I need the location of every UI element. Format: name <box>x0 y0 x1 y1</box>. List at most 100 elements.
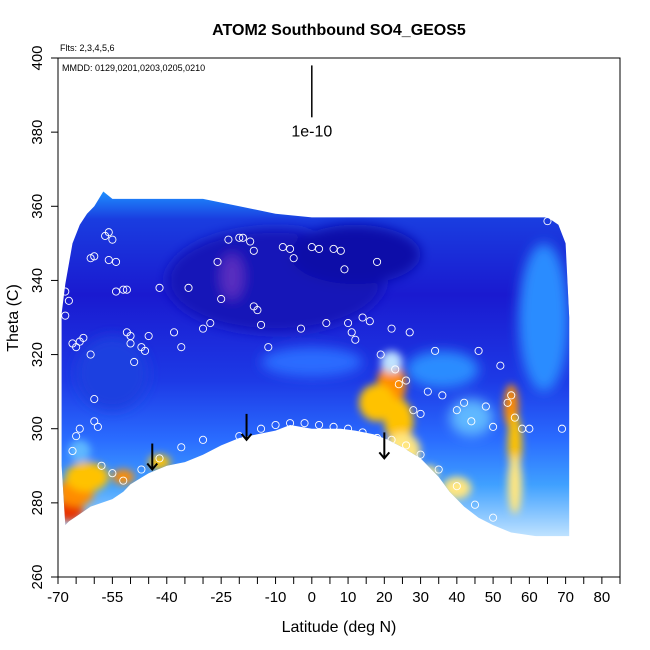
data-point <box>235 233 244 242</box>
blue-feature <box>518 243 570 392</box>
x-tick-label: 70 <box>557 589 574 606</box>
data-point <box>525 424 534 433</box>
y-tick-label: 340 <box>29 268 46 293</box>
y-tick-label: 280 <box>29 490 46 515</box>
data-point <box>97 461 106 470</box>
y-axis: 260 280 300 320 340 360 380 400 <box>29 45 58 590</box>
data-point <box>256 424 266 433</box>
data-point <box>249 246 258 255</box>
data-point <box>431 346 440 355</box>
warm-feature <box>384 399 414 444</box>
data-point <box>72 343 81 352</box>
y-tick-label: 300 <box>29 416 46 441</box>
scale-bar: 1e-10 <box>291 65 332 140</box>
y-tick-label: 360 <box>29 194 46 219</box>
blue-feature-layer <box>76 224 570 437</box>
warm-feature <box>65 462 109 492</box>
data-point <box>184 283 193 292</box>
warm-feature <box>380 350 403 374</box>
data-point <box>543 217 552 226</box>
data-point <box>344 424 353 433</box>
blue-feature <box>261 347 363 377</box>
x-tick-label: 40 <box>448 589 465 606</box>
data-point <box>434 465 443 474</box>
data-point <box>75 424 84 433</box>
data-point <box>198 435 208 444</box>
data-point <box>108 235 117 244</box>
data-point <box>467 417 476 426</box>
data-point <box>423 387 432 396</box>
data-point <box>351 335 360 344</box>
data-point <box>93 422 102 431</box>
data-point <box>405 328 414 337</box>
x-tick-label: -10 <box>265 589 287 606</box>
x-axis: -70 -55 -40 -25 -10 0 10 20 30 40 50 60 70 80 <box>47 577 621 606</box>
dates-annotation: MMDD: 0129,0201,0203,0205,0210 <box>62 63 205 73</box>
flights-annotation: Flts: 2,3,4,5,6 <box>60 43 115 53</box>
data-point <box>416 450 425 459</box>
data-point <box>177 443 186 452</box>
warm-feature <box>442 476 472 500</box>
data-point <box>489 513 498 522</box>
data-point <box>296 324 305 333</box>
data-point <box>470 500 480 509</box>
blue-feature <box>221 254 243 299</box>
data-point <box>286 419 295 428</box>
blue-feature <box>290 224 421 285</box>
data-point <box>452 406 461 415</box>
data-point <box>315 420 324 430</box>
data-point <box>122 285 131 294</box>
x-tick-label: 50 <box>485 589 502 606</box>
data-point <box>452 482 461 491</box>
arrow-head <box>378 451 391 460</box>
data-point <box>140 346 150 355</box>
x-axis-label: Latitude (deg N) <box>282 619 397 636</box>
data-point <box>391 365 400 374</box>
data-point <box>86 350 95 359</box>
data-point <box>481 402 490 411</box>
data-point <box>126 339 135 348</box>
chart-title: ATOM2 Southbound SO4_GEOS5 <box>212 22 466 39</box>
data-point <box>90 417 99 426</box>
data-point <box>315 244 324 253</box>
data-point <box>358 313 367 322</box>
data-point <box>402 376 411 385</box>
data-point <box>322 319 331 328</box>
warm-feature <box>68 439 91 463</box>
x-tick-label: 60 <box>521 589 538 606</box>
data-point <box>394 380 403 389</box>
x-tick-label: -40 <box>156 589 178 606</box>
arrow-markers <box>146 413 391 472</box>
data-point <box>130 357 139 367</box>
data-point <box>253 306 262 315</box>
data-point <box>119 285 128 294</box>
data-point <box>510 413 519 422</box>
scale-bar-label: 1e-10 <box>291 123 332 140</box>
x-tick-label: 80 <box>594 589 611 606</box>
data-point <box>264 343 273 352</box>
data-point <box>503 398 512 407</box>
data-point <box>329 244 338 253</box>
data-point <box>557 424 567 433</box>
plot-frame <box>57 57 621 578</box>
data-point <box>347 328 356 337</box>
data-point <box>365 317 374 326</box>
arrow-head <box>146 462 159 472</box>
warm-feature <box>507 454 523 514</box>
data-point <box>289 254 298 263</box>
data-point <box>104 228 113 237</box>
y-tick-label: 400 <box>29 45 46 70</box>
arrow-head <box>240 433 253 442</box>
data-point <box>108 469 117 478</box>
data-point <box>286 244 295 253</box>
data-point <box>340 265 349 274</box>
data-point <box>373 257 382 266</box>
warm-feature <box>384 432 421 470</box>
data-point <box>68 446 77 456</box>
data-point <box>155 283 164 292</box>
data-point <box>387 324 396 333</box>
data-point <box>137 465 146 474</box>
x-tick-label: -55 <box>102 589 124 606</box>
data-point <box>90 252 99 261</box>
data-point <box>177 343 186 352</box>
